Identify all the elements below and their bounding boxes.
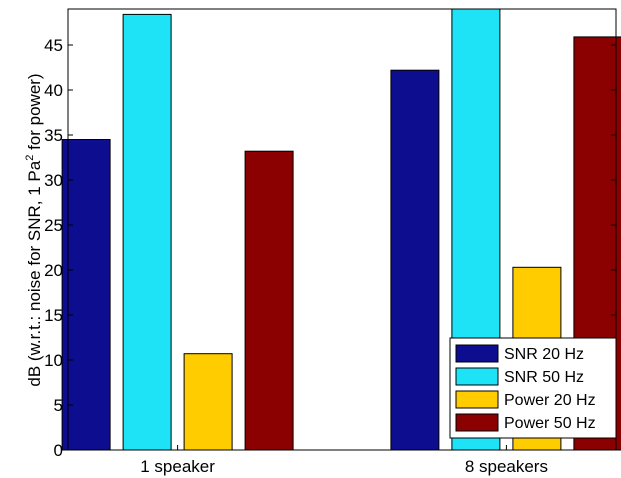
legend-swatch [455,344,499,363]
y-tick-label: 45 [44,36,63,55]
y-tick-label: 25 [44,216,63,235]
legend-label: Power 50 Hz [504,415,596,432]
y-tick-label: 0 [54,441,63,460]
plot-frame [67,8,617,451]
y-tick-label: 20 [44,261,63,280]
y-axis-label: dB (w.r.t.: noise for SNR, 1 Pa2 for pow… [24,73,44,386]
legend: SNR 20 Hz SNR 50 Hz Power 20 Hz Power 50 Hz [449,337,617,439]
legend-swatch [455,390,499,409]
bar-3-1 [183,353,233,451]
y-tick-label: 15 [44,306,63,325]
bar-4-1 [244,150,294,451]
bar-1-1 [61,139,111,451]
x-axis: 1 speaker 8 speakers [140,445,548,476]
x-tick-label: 1 speaker [140,457,215,476]
y-tick-label: 10 [44,351,63,370]
bar-1-2 [390,69,440,451]
legend-label: Power 20 Hz [504,392,596,409]
y-tick-label: 5 [54,396,63,415]
legend-label: SNR 50 Hz [504,369,584,386]
y-tick-label: 40 [44,81,63,100]
bar-2-1 [122,13,172,451]
legend-label: SNR 20 Hz [504,346,584,363]
legend-swatch [455,367,499,386]
x-tick-label: 8 speakers [465,457,548,476]
y-tick-label: 30 [44,171,63,190]
y-axis: 0 5 10 15 20 25 30 35 40 45 [44,36,616,460]
legend-swatch [455,413,499,432]
y-tick-label: 35 [44,126,63,145]
